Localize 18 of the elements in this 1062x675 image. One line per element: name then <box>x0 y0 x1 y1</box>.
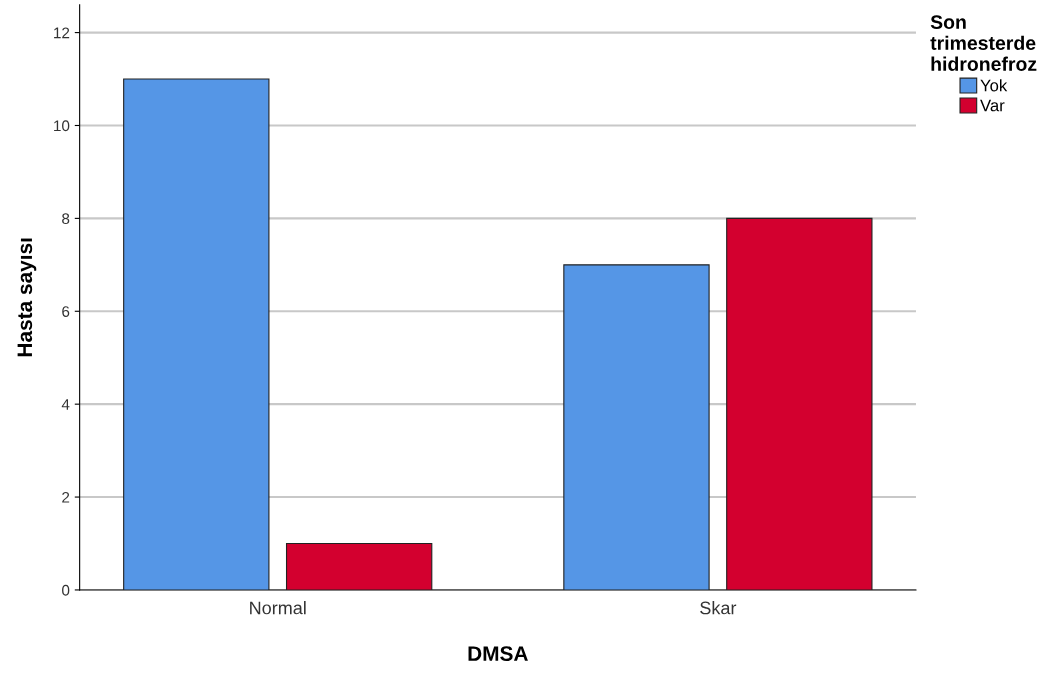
y-tick-label: 6 <box>62 306 70 317</box>
bar <box>563 264 710 590</box>
legend-label: Yok <box>980 79 1008 92</box>
y-tick-label: 12 <box>54 27 70 39</box>
y-axis-title: Hasta sayısı <box>17 238 37 357</box>
legend-title: Son trimesterde hidronefroz <box>930 15 1037 71</box>
y-tick-label: 8 <box>62 213 70 225</box>
x-tick-label: Normal <box>250 601 306 615</box>
y-tick-label: 4 <box>61 399 70 410</box>
x-tick-label: Skar <box>700 601 737 615</box>
legend-label: Var <box>980 99 1005 112</box>
bar <box>726 217 873 590</box>
y-tick-label: 0 <box>62 584 70 596</box>
y-tick-label: 10 <box>54 120 70 132</box>
bar <box>123 78 270 590</box>
bar <box>285 542 433 590</box>
x-axis-title: DMSA <box>468 646 528 661</box>
y-tick-label: 2 <box>62 491 70 503</box>
